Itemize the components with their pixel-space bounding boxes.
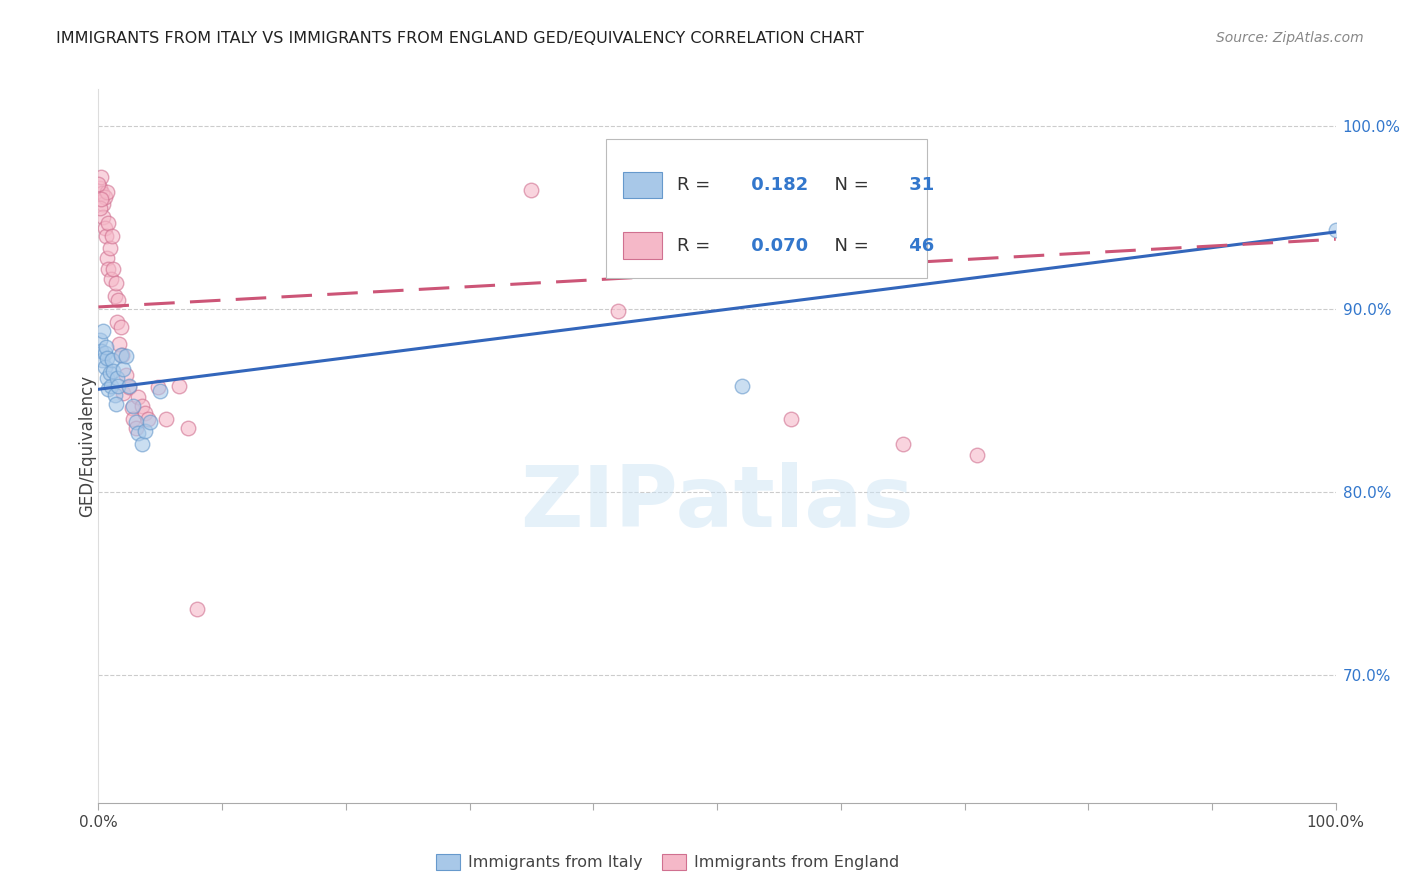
Point <box>101 228 124 243</box>
Point <box>780 411 803 425</box>
Point <box>96 351 118 366</box>
Point <box>104 276 127 290</box>
Point <box>167 378 190 392</box>
Point <box>89 201 111 215</box>
Point <box>103 261 125 276</box>
Point <box>100 378 122 392</box>
Point <box>131 437 153 451</box>
Point <box>93 360 115 375</box>
Point <box>121 401 143 415</box>
Point <box>134 425 156 439</box>
FancyBboxPatch shape <box>623 233 662 259</box>
Legend: Immigrants from Italy, Immigrants from England: Immigrants from Italy, Immigrants from E… <box>430 848 905 877</box>
Point <box>93 221 115 235</box>
Point <box>105 371 128 385</box>
Point <box>93 324 115 338</box>
Point <box>90 192 112 206</box>
Point <box>101 353 124 368</box>
Point <box>1324 223 1347 237</box>
Point <box>114 349 136 363</box>
Point <box>105 315 128 329</box>
Point <box>731 378 754 392</box>
Point <box>96 251 118 265</box>
Point <box>103 364 125 378</box>
Point <box>134 406 156 420</box>
Point <box>94 228 117 243</box>
Point <box>186 602 208 616</box>
Point <box>98 366 121 380</box>
Text: 0.070: 0.070 <box>745 236 808 255</box>
Point <box>91 186 114 201</box>
Point <box>110 320 132 334</box>
Point <box>98 241 121 255</box>
Point <box>176 420 198 434</box>
Point <box>103 388 125 402</box>
Point <box>155 411 177 425</box>
Point <box>520 183 543 197</box>
Text: IMMIGRANTS FROM ITALY VS IMMIGRANTS FROM ENGLAND GED/EQUIVALENCY CORRELATION CHA: IMMIGRANTS FROM ITALY VS IMMIGRANTS FROM… <box>56 31 865 46</box>
Point <box>127 390 149 404</box>
Point <box>89 181 111 195</box>
Point <box>122 411 145 425</box>
Point <box>93 345 115 359</box>
Y-axis label: GED/Equivalency: GED/Equivalency <box>79 375 96 517</box>
Point <box>131 399 153 413</box>
Point <box>136 411 159 425</box>
Point <box>607 303 630 318</box>
Point <box>149 384 172 398</box>
Point <box>100 272 122 286</box>
Point <box>891 437 914 451</box>
Point <box>103 289 125 303</box>
Point <box>97 216 120 230</box>
Point <box>111 347 134 361</box>
FancyBboxPatch shape <box>606 139 928 278</box>
Point <box>122 399 145 413</box>
Point <box>91 353 114 368</box>
Point <box>90 169 112 184</box>
Point <box>139 415 162 429</box>
Point <box>112 362 135 376</box>
Text: N =: N = <box>823 176 875 194</box>
Point <box>89 333 111 347</box>
Point <box>94 340 117 354</box>
Point <box>97 261 120 276</box>
Point <box>114 368 136 382</box>
Point <box>96 371 118 385</box>
Point <box>107 378 129 392</box>
Point <box>93 211 115 225</box>
Point <box>96 185 118 199</box>
Point <box>97 382 120 396</box>
Point <box>108 336 131 351</box>
Point <box>127 426 149 441</box>
Text: Source: ZipAtlas.com: Source: ZipAtlas.com <box>1216 31 1364 45</box>
Point <box>118 378 141 392</box>
Text: 46: 46 <box>903 236 935 255</box>
Text: 31: 31 <box>903 176 935 194</box>
Text: 0.182: 0.182 <box>745 176 808 194</box>
Point <box>124 415 146 429</box>
Point <box>124 420 146 434</box>
FancyBboxPatch shape <box>623 172 662 198</box>
Point <box>146 380 169 394</box>
Point <box>93 190 115 204</box>
Text: R =: R = <box>676 176 716 194</box>
Point <box>90 343 112 358</box>
Point <box>107 293 129 307</box>
Text: N =: N = <box>823 236 875 255</box>
Point <box>104 397 127 411</box>
Point <box>112 386 135 401</box>
Point <box>87 178 110 192</box>
Point <box>118 380 141 394</box>
Text: R =: R = <box>676 236 716 255</box>
Point <box>966 448 988 462</box>
Point <box>93 197 115 211</box>
Point <box>110 347 132 361</box>
Text: ZIPatlas: ZIPatlas <box>520 461 914 545</box>
